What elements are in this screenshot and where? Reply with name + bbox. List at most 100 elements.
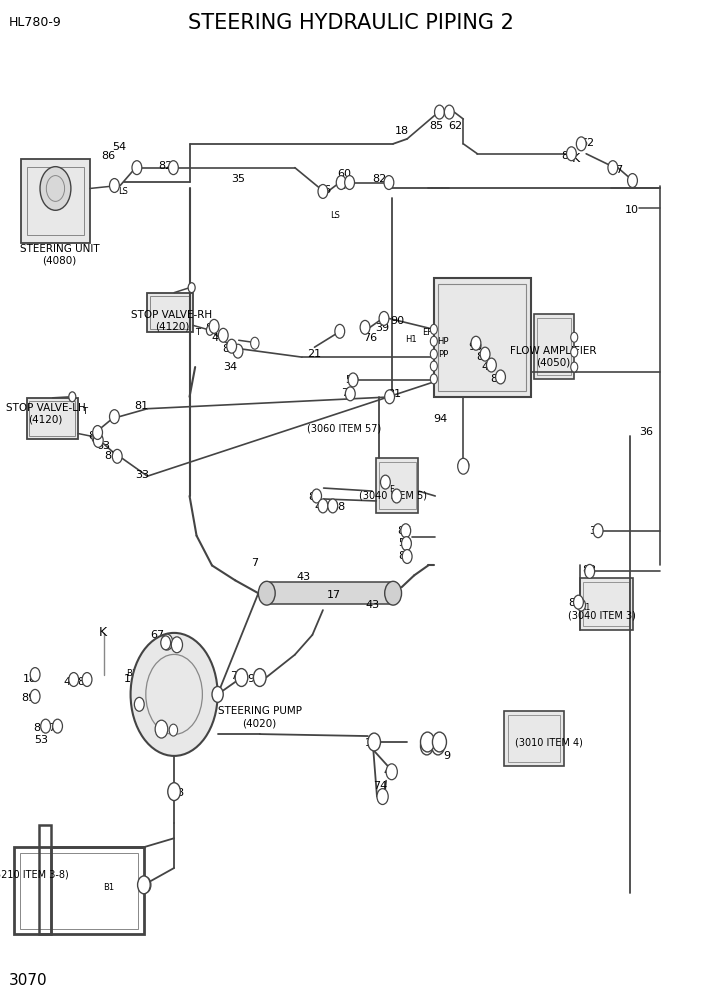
Text: 90: 90 (468, 342, 482, 352)
Text: (5210 ITEM 3-8): (5210 ITEM 3-8) (0, 870, 68, 880)
Text: LS: LS (118, 186, 128, 196)
Circle shape (401, 524, 411, 538)
Circle shape (40, 167, 71, 210)
Text: 82: 82 (159, 161, 173, 171)
Circle shape (571, 347, 578, 357)
Text: S1: S1 (203, 668, 213, 678)
Text: B1: B1 (126, 669, 137, 679)
Text: 39: 39 (376, 323, 390, 333)
Circle shape (258, 581, 275, 605)
Text: 10: 10 (625, 205, 639, 215)
Text: x1: x1 (582, 602, 592, 612)
Circle shape (161, 636, 171, 650)
Circle shape (471, 336, 481, 350)
Circle shape (402, 550, 412, 563)
Bar (267, 582, 393, 604)
Text: STOP VALVE-LH
(4120): STOP VALVE-LH (4120) (6, 403, 86, 425)
Circle shape (30, 668, 40, 682)
Bar (534, 314, 574, 379)
Text: 34: 34 (223, 362, 237, 372)
Text: 3070: 3070 (9, 972, 48, 988)
Bar (20, 853, 138, 929)
Text: 67: 67 (150, 630, 164, 640)
Circle shape (161, 634, 173, 650)
Text: 81: 81 (157, 737, 171, 747)
Circle shape (328, 499, 338, 513)
Bar (29, 401, 75, 436)
Bar (434, 278, 531, 397)
Text: 82: 82 (569, 598, 583, 608)
Circle shape (360, 320, 370, 334)
Text: 46: 46 (211, 333, 225, 343)
Circle shape (110, 410, 119, 424)
Circle shape (577, 599, 585, 611)
Text: 81: 81 (135, 401, 149, 411)
Circle shape (53, 719, 62, 733)
Text: HL780-9: HL780-9 (9, 16, 62, 30)
Bar (14, 847, 144, 934)
Text: 87: 87 (397, 526, 411, 536)
Text: 54: 54 (112, 142, 126, 152)
Circle shape (608, 161, 618, 175)
Text: STEERING UNIT
(4080): STEERING UNIT (4080) (20, 244, 100, 266)
Text: 70: 70 (341, 388, 355, 398)
Circle shape (318, 185, 328, 198)
Bar (376, 458, 418, 513)
Circle shape (392, 489, 402, 503)
Text: 86: 86 (77, 677, 91, 686)
Circle shape (348, 373, 358, 387)
Bar (583, 582, 629, 626)
Text: 81: 81 (222, 344, 236, 354)
Circle shape (235, 669, 248, 686)
Text: 19: 19 (365, 738, 379, 748)
Text: 44: 44 (63, 677, 77, 686)
Circle shape (628, 174, 637, 187)
Text: 82: 82 (399, 551, 413, 560)
Circle shape (420, 732, 435, 752)
Circle shape (585, 564, 595, 578)
Bar (21, 159, 90, 243)
Text: 85: 85 (562, 151, 576, 161)
Text: (3010 ITEM 4): (3010 ITEM 4) (515, 737, 583, 747)
Text: 85: 85 (430, 121, 444, 131)
Circle shape (496, 370, 505, 384)
Circle shape (385, 581, 402, 605)
Circle shape (93, 434, 103, 447)
Bar (508, 715, 560, 762)
Text: 84: 84 (308, 492, 322, 502)
Circle shape (131, 633, 218, 756)
Text: K: K (571, 152, 580, 166)
Circle shape (253, 669, 266, 686)
Bar (580, 578, 633, 630)
Text: 89: 89 (22, 693, 36, 703)
Circle shape (134, 697, 144, 711)
Circle shape (432, 732, 446, 752)
Circle shape (593, 524, 603, 538)
Text: 90: 90 (390, 316, 404, 326)
Text: LS: LS (330, 210, 340, 220)
Circle shape (209, 319, 219, 333)
Text: 21: 21 (307, 349, 321, 359)
Text: T: T (82, 407, 88, 417)
Circle shape (138, 876, 150, 894)
Text: 81: 81 (137, 878, 151, 888)
Circle shape (576, 137, 586, 151)
Text: 85: 85 (34, 723, 48, 733)
Text: 77: 77 (609, 165, 623, 175)
Circle shape (227, 339, 237, 353)
Circle shape (567, 147, 576, 161)
Text: 52: 52 (156, 718, 170, 728)
Text: 82: 82 (372, 174, 386, 184)
Text: 46: 46 (482, 362, 496, 372)
Text: 18: 18 (395, 126, 409, 136)
Circle shape (318, 499, 328, 513)
Circle shape (169, 724, 178, 736)
Text: 11: 11 (124, 674, 138, 683)
Text: 48: 48 (314, 502, 329, 512)
Text: 7: 7 (251, 558, 258, 568)
Text: 74: 74 (373, 781, 387, 791)
Circle shape (435, 105, 444, 119)
Circle shape (335, 324, 345, 338)
Circle shape (380, 475, 390, 489)
Circle shape (430, 374, 437, 384)
